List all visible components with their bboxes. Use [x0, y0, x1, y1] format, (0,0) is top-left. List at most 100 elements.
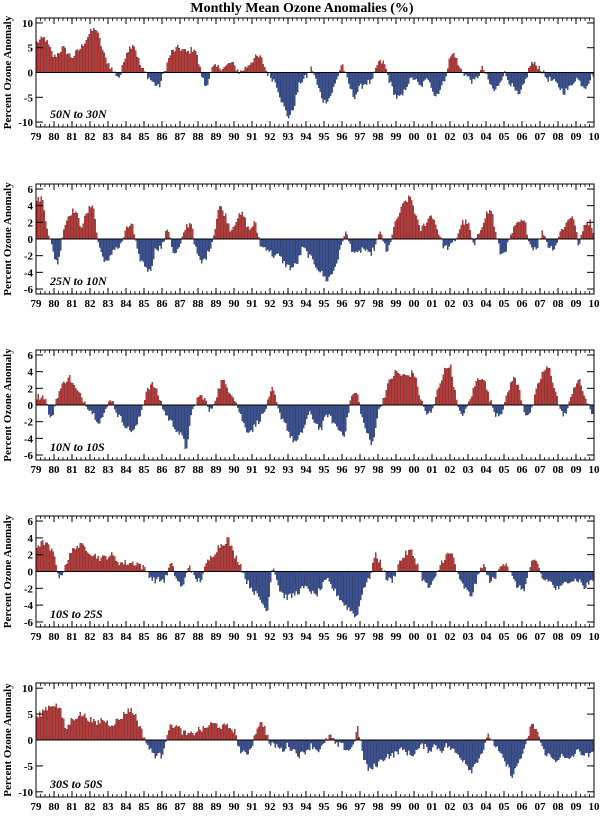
bar: [53, 706, 56, 741]
x-tick-label: 79: [31, 631, 43, 643]
bar: [85, 213, 87, 240]
bar: [587, 739, 590, 758]
bar: [103, 404, 105, 413]
bar: [235, 555, 238, 572]
bar: [256, 56, 259, 73]
bar: [423, 223, 425, 240]
bar: [71, 548, 74, 572]
x-tick-label: 79: [31, 464, 43, 476]
bar: [249, 571, 251, 589]
bar: [279, 404, 281, 413]
bar: [58, 238, 60, 257]
bar: [384, 739, 386, 761]
bar: [441, 560, 443, 572]
x-tick-label: 01: [427, 131, 438, 143]
bar: [526, 404, 528, 416]
x-tick-label: 87: [175, 464, 187, 476]
bar: [433, 219, 436, 240]
bar: [138, 238, 140, 254]
bar: [442, 72, 445, 82]
x-tick-label: 80: [49, 298, 61, 310]
bar: [532, 238, 534, 251]
bar: [429, 739, 431, 751]
bar: [357, 726, 359, 741]
bar: [363, 739, 365, 760]
bar: [247, 404, 250, 433]
bar: [490, 571, 493, 582]
bar: [309, 404, 311, 412]
bar: [40, 541, 42, 572]
bar: [37, 197, 39, 240]
bar: [166, 404, 169, 416]
bar: [52, 404, 54, 415]
bar: [342, 571, 344, 603]
bar: [116, 404, 119, 418]
bar: [47, 404, 50, 415]
bar: [247, 739, 250, 755]
bar: [334, 72, 337, 84]
bar: [132, 45, 134, 73]
x-tick-label: 91: [247, 298, 258, 310]
x-tick-label: 83: [103, 631, 115, 643]
bar: [327, 571, 329, 578]
bar: [213, 235, 215, 240]
bar: [430, 404, 433, 413]
x-tick-label: 96: [337, 131, 349, 143]
x-tick-label: 88: [193, 131, 205, 143]
bar: [414, 739, 416, 755]
bar: [222, 724, 224, 741]
bar: [159, 238, 161, 246]
bar: [378, 234, 380, 240]
x-tick-label: 07: [535, 464, 547, 476]
bar: [41, 37, 44, 73]
bar: [324, 571, 326, 581]
bar: [526, 234, 528, 240]
bar: [336, 238, 338, 264]
bar: [357, 571, 359, 615]
bar: [177, 726, 179, 741]
bar: [232, 226, 235, 240]
bar: [61, 46, 63, 73]
bar: [348, 72, 350, 84]
x-tick-label: 94: [301, 131, 313, 143]
bar: [436, 739, 439, 750]
bar: [276, 238, 278, 254]
y-tick-label: -4: [24, 433, 34, 445]
bar: [116, 718, 119, 741]
bar: [348, 739, 350, 751]
bar: [219, 388, 221, 406]
x-tick-label: 88: [193, 801, 205, 813]
bar: [276, 739, 278, 745]
bar: [38, 399, 41, 406]
bar: [258, 404, 260, 424]
bar: [76, 390, 78, 406]
x-tick-label: 84: [121, 464, 133, 476]
bar: [399, 560, 401, 572]
bar: [406, 375, 409, 406]
bar: [103, 555, 105, 572]
bar: [73, 213, 75, 240]
bar: [303, 739, 305, 753]
bar: [300, 238, 302, 256]
bar: [267, 734, 269, 741]
bar: [466, 739, 469, 766]
bar: [469, 72, 472, 80]
bar: [267, 571, 269, 611]
bar: [289, 404, 292, 438]
bar: [249, 229, 251, 240]
bar: [129, 46, 131, 73]
bar: [258, 571, 260, 597]
bar: [151, 72, 154, 82]
bar: [141, 238, 143, 261]
bar: [319, 72, 322, 92]
bar: [106, 238, 108, 261]
x-tick-label: 06: [517, 801, 529, 813]
bar: [40, 196, 42, 240]
bar: [100, 718, 102, 741]
bar: [504, 238, 506, 253]
bar: [41, 540, 44, 572]
bar: [521, 221, 524, 240]
bar: [225, 384, 227, 406]
bar: [220, 206, 223, 240]
bar: [514, 225, 516, 240]
